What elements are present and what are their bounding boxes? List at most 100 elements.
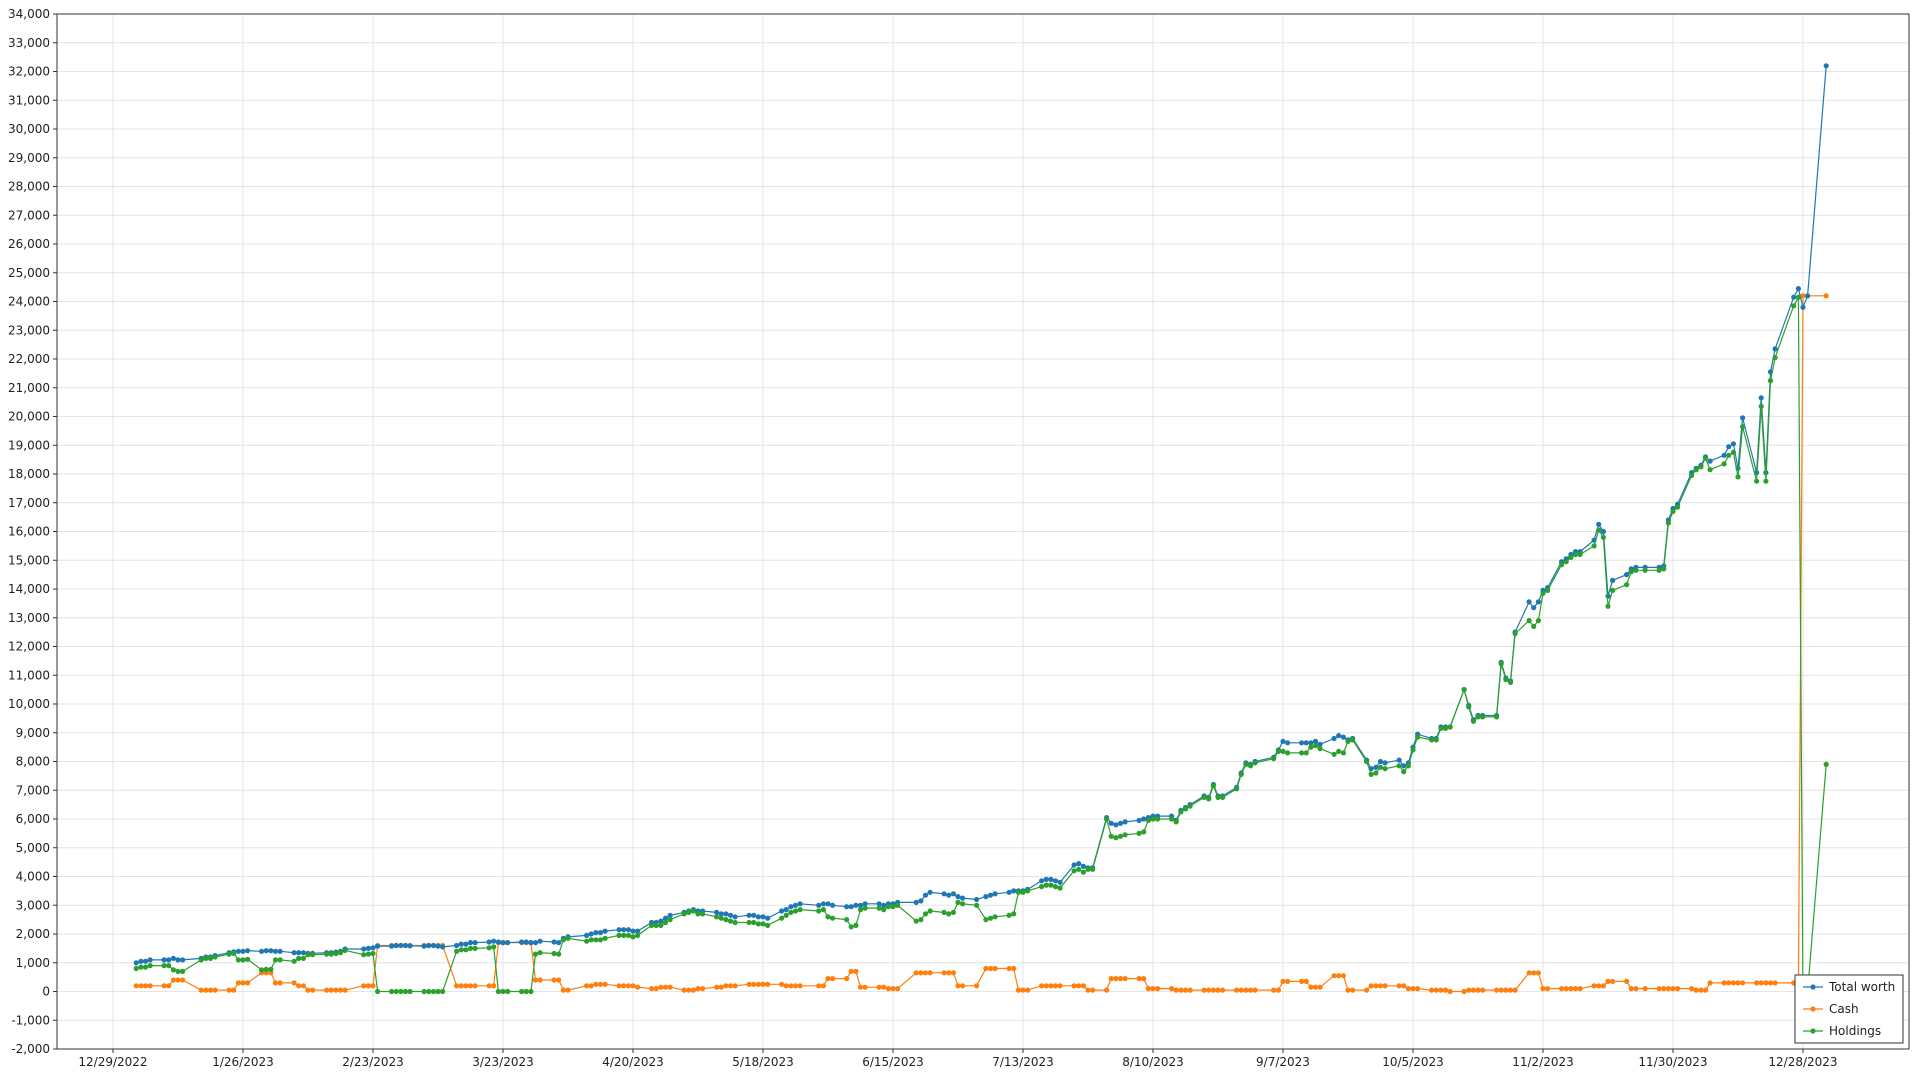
- data-point-cash: [690, 987, 697, 993]
- data-point-cash: [1823, 293, 1829, 299]
- data-point-total-worth: [1373, 764, 1379, 770]
- data-point-cash: [788, 983, 794, 989]
- data-point-total-worth: [1600, 528, 1606, 535]
- data-point-total-worth: [142, 958, 149, 964]
- data-point-holdings: [426, 988, 432, 995]
- data-point-cash: [848, 968, 854, 975]
- data-point-cash: [300, 983, 306, 989]
- data-point-cash: [1470, 987, 1476, 993]
- data-point-cash: [361, 983, 367, 989]
- data-point-cash: [560, 987, 567, 993]
- data-point-holdings: [653, 922, 659, 929]
- data-point-total-worth: [1340, 734, 1346, 740]
- data-point-holdings: [1624, 582, 1630, 588]
- data-point-total-worth: [435, 943, 441, 949]
- data-point-total-worth: [1610, 577, 1616, 584]
- data-point-total-worth: [667, 912, 673, 918]
- data-point-total-worth: [848, 904, 854, 910]
- y-tick-label: 15,000: [8, 553, 50, 567]
- data-point-holdings: [1247, 763, 1254, 769]
- data-point-cash: [486, 983, 492, 989]
- data-point-cash: [1740, 980, 1746, 986]
- data-point-cash: [1173, 987, 1179, 993]
- data-point-total-worth: [635, 928, 641, 934]
- data-point-holdings: [862, 905, 868, 911]
- data-point-total-worth: [960, 895, 966, 901]
- data-point-cash: [1187, 987, 1193, 993]
- data-point-total-worth: [551, 939, 557, 945]
- data-point-holdings: [467, 945, 474, 952]
- data-point-holdings: [235, 957, 241, 963]
- data-point-cash: [593, 981, 599, 987]
- data-point-cash: [1015, 987, 1022, 993]
- data-point-total-worth: [1624, 572, 1630, 578]
- data-point-holdings: [226, 951, 232, 957]
- data-point-holdings: [1526, 618, 1532, 624]
- data-point-cash: [1312, 984, 1319, 990]
- data-point-cash: [714, 984, 720, 990]
- data-point-holdings: [458, 947, 464, 953]
- data-point-cash: [226, 987, 232, 993]
- data-point-cash: [175, 977, 181, 983]
- data-point-cash: [783, 983, 789, 989]
- y-tick-label: 26,000: [8, 237, 50, 251]
- data-point-total-worth: [519, 939, 525, 945]
- data-point-cash: [1545, 986, 1551, 992]
- data-point-holdings: [398, 988, 404, 995]
- data-point-holdings: [876, 905, 882, 911]
- data-point-cash: [1206, 987, 1212, 993]
- data-point-total-worth: [175, 957, 181, 963]
- data-point-holdings: [1661, 566, 1667, 572]
- data-point-holdings: [454, 948, 460, 954]
- data-point-holdings: [1271, 756, 1277, 762]
- data-point-cash: [960, 983, 966, 989]
- data-point-cash: [584, 983, 590, 989]
- data-point-holdings: [1470, 718, 1476, 724]
- data-point-holdings: [551, 950, 557, 957]
- data-point-cash: [1447, 988, 1453, 995]
- data-point-cash: [1285, 978, 1291, 985]
- data-point-holdings: [393, 988, 399, 995]
- data-point-holdings: [537, 950, 543, 956]
- data-point-total-worth: [779, 908, 785, 914]
- data-point-holdings: [207, 955, 214, 962]
- data-point-holdings: [1498, 661, 1504, 667]
- data-point-total-worth: [621, 927, 627, 933]
- x-tick-label: 12/28/2023: [1768, 1055, 1837, 1069]
- data-point-cash: [760, 981, 766, 987]
- data-point-holdings: [1767, 378, 1774, 384]
- data-point-cash: [913, 970, 919, 976]
- data-point-cash: [1275, 987, 1281, 993]
- data-point-total-worth: [630, 928, 636, 934]
- data-point-cash: [895, 986, 901, 992]
- data-point-holdings: [1531, 623, 1537, 630]
- data-point-cash: [630, 983, 636, 989]
- x-tick-label: 1/26/2023: [212, 1055, 274, 1069]
- y-tick-label: 24,000: [8, 295, 50, 309]
- data-point-holdings: [300, 955, 306, 962]
- data-point-holdings: [746, 919, 752, 926]
- data-point-cash: [1234, 987, 1240, 993]
- data-point-holdings: [1201, 794, 1207, 801]
- data-point-total-worth: [1113, 822, 1119, 828]
- data-point-cash: [1331, 973, 1337, 979]
- data-point-cash: [467, 983, 474, 989]
- data-point-holdings: [1071, 868, 1077, 874]
- data-point-holdings: [681, 911, 687, 917]
- data-point-cash: [1303, 978, 1309, 985]
- data-point-holdings: [635, 932, 641, 939]
- data-point-holdings: [505, 988, 511, 995]
- y-tick-label: 32,000: [8, 65, 50, 79]
- y-tick-label: -2,000: [11, 1042, 50, 1056]
- data-point-cash: [792, 983, 799, 989]
- data-point-cash: [1763, 980, 1769, 986]
- data-point-cash: [1438, 987, 1444, 993]
- data-point-total-worth: [1006, 889, 1012, 895]
- data-point-cash: [751, 981, 757, 987]
- y-tick-label: 23,000: [8, 323, 50, 337]
- data-point-cash: [1057, 983, 1063, 989]
- data-point-cash: [1043, 983, 1049, 989]
- data-point-holdings: [686, 909, 692, 916]
- data-point-cash: [1136, 976, 1142, 982]
- data-point-total-worth: [625, 927, 632, 933]
